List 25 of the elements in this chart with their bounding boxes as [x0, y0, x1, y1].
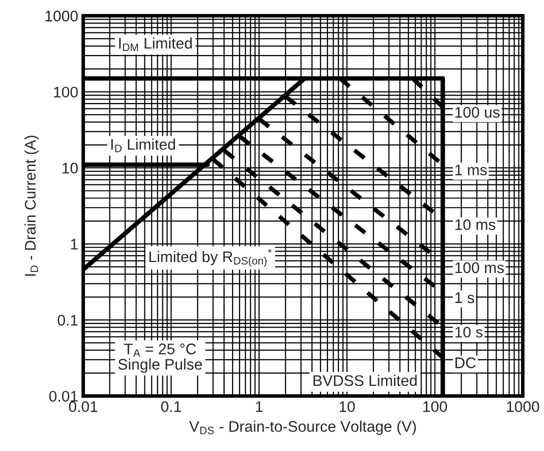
series-label: 100 ms: [455, 262, 504, 274]
series-label: 10 ms: [455, 219, 496, 230]
series-label: 100 us: [455, 106, 500, 118]
series-label: 10 s: [455, 326, 483, 338]
x-axis-title: V$_{DS}$ - Drain-to-Source Voltage (V): [189, 420, 416, 435]
y-axis-title: I$_{D}$ - Drain Current (A): [24, 136, 39, 276]
y-tick-label: 1000: [46, 10, 78, 22]
series-label: DC: [455, 357, 476, 368]
y-tick-label: 0.1: [58, 314, 78, 326]
series-label: 1 s: [455, 292, 474, 304]
x-tick-label: 0.1: [161, 401, 182, 412]
x-tick-label: 1: [256, 401, 263, 412]
x-tick-label: 100: [423, 401, 448, 412]
y-tick-label: 1: [71, 238, 78, 250]
y-tick-label: 100: [54, 86, 78, 98]
x-tick-label: 1000: [506, 401, 540, 412]
annotation: I$_{D}$ Limited: [111, 138, 175, 152]
y-tick-label: 0.01: [49, 390, 78, 402]
x-tick-label: 10: [340, 401, 355, 412]
series-label: 1 ms: [455, 164, 487, 176]
annotation: BVDSS Limited: [314, 374, 417, 386]
annotation: I$_{DM}$ Limited: [119, 37, 192, 51]
y-tick-label: 10: [62, 162, 78, 174]
annotation: Limited by R$_{DS(on)}$$^{*}$: [149, 249, 272, 267]
annotation: T$_{A}$ = 25 °C Single Pulse: [118, 344, 202, 373]
